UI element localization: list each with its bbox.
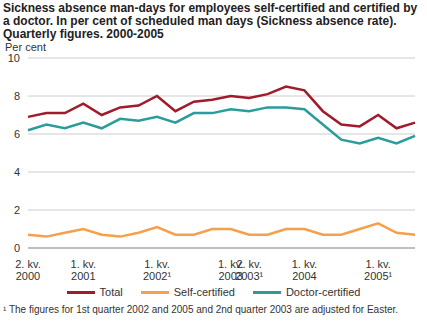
svg-text:1. kv.2002¹: 1. kv.2002¹ <box>143 258 171 282</box>
svg-text:2: 2 <box>14 204 20 216</box>
svg-text:6: 6 <box>14 128 20 140</box>
svg-text:2. kv.2000: 2. kv.2000 <box>15 258 40 282</box>
svg-text:1. kv.2005¹: 1. kv.2005¹ <box>364 258 392 282</box>
svg-text:1. kv.2001: 1. kv.2001 <box>71 258 96 282</box>
svg-text:0: 0 <box>14 242 20 254</box>
svg-text:4: 4 <box>14 166 20 178</box>
svg-text:10: 10 <box>8 52 20 64</box>
svg-text:1. kv.2004: 1. kv.2004 <box>292 258 317 282</box>
svg-text:8: 8 <box>14 90 20 102</box>
svg-text:2. kv.2003¹: 2. kv.2003¹ <box>235 258 263 282</box>
